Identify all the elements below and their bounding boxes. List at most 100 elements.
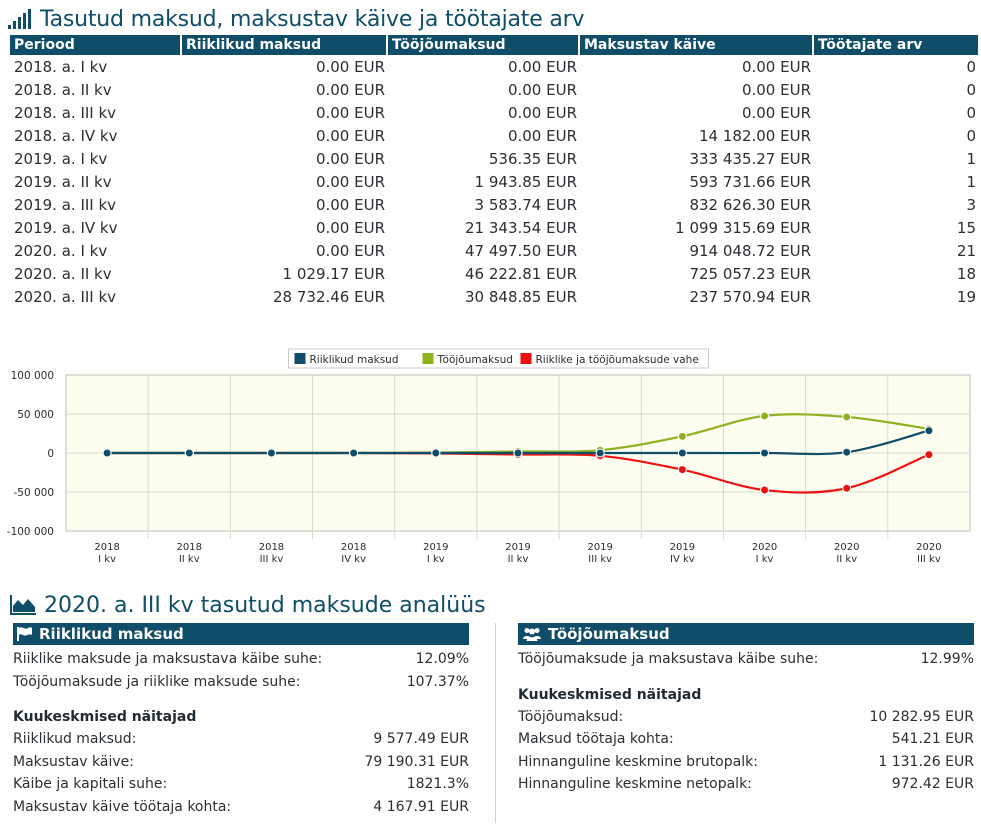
panel-labour-taxes: Tööjõumaksud Tööjõumaksude ja maksustava… xyxy=(518,623,974,796)
cell-period: 2018. a. IV kv xyxy=(14,126,118,145)
table-row: 2018. a. I kv 0.00 EUR 0.00 EUR 0.00 EUR 0 xyxy=(10,55,978,78)
cell-turnover: 14 182.00 EUR xyxy=(699,126,811,145)
header-period: Periood xyxy=(10,35,182,55)
metric-value: 541.21 EUR xyxy=(891,731,974,748)
section-title-text: 2020. a. III kv tasutud maksude analüüs xyxy=(44,592,486,618)
series-point xyxy=(760,448,770,458)
metric-value: 12.99% xyxy=(920,651,974,668)
cell-labour-taxes: 3 583.74 EUR xyxy=(474,195,577,214)
flag-icon xyxy=(17,627,32,641)
metric-row: Maksud töötaja kohta: 541.21 EUR xyxy=(518,728,974,751)
metric-value: 1 131.26 EUR xyxy=(878,753,974,770)
series-point xyxy=(102,448,112,458)
metric-row: Riiklikud maksud: 9 577.49 EUR xyxy=(13,728,469,751)
cell-period: 2020. a. I kv xyxy=(14,241,108,260)
header-employees: Töötajate arv xyxy=(813,35,978,55)
series-point xyxy=(760,485,770,495)
metric-label: Maksustav käive: xyxy=(13,753,134,770)
metric-row: Hinnanguline keskmine brutopalk: 1 131.26… xyxy=(518,751,974,774)
cell-state-taxes: 1 029.17 EUR xyxy=(282,264,385,283)
x-tick-label: 2020 xyxy=(916,542,941,553)
series-point xyxy=(677,448,687,458)
x-tick-label: 2020 xyxy=(752,542,777,553)
legend-swatch xyxy=(520,353,532,364)
cell-state-taxes: 0.00 EUR xyxy=(315,218,385,237)
x-tick-label: II kv xyxy=(836,554,857,565)
area-chart-icon xyxy=(10,595,36,615)
table-row: 2020. a. III kv 28 732.46 EUR 30 848.85 EU… xyxy=(10,285,978,308)
cell-turnover: 725 057.23 EUR xyxy=(689,264,811,283)
series-point xyxy=(842,412,852,422)
cell-turnover: 0.00 EUR xyxy=(741,57,811,76)
panel-title: Tööjõumaksud xyxy=(548,625,670,643)
y-tick-label: 0 xyxy=(47,448,54,460)
cell-employees: 18 xyxy=(956,264,976,283)
series-point xyxy=(924,426,934,436)
table-row: 2020. a. I kv 0.00 EUR 47 497.50 EUR 914 04… xyxy=(10,239,978,262)
cell-employees: 0 xyxy=(966,80,976,99)
cell-turnover: 0.00 EUR xyxy=(741,103,811,122)
cell-turnover: 0.00 EUR xyxy=(741,80,811,99)
cell-state-taxes: 0.00 EUR xyxy=(315,172,385,191)
metric-row: Maksustav käive: 79 190.31 EUR xyxy=(13,751,469,774)
table-row: 2019. a. I kv 0.00 EUR 536.35 EUR 333 435.2… xyxy=(10,147,978,170)
cell-labour-taxes: 0.00 EUR xyxy=(507,103,577,122)
cell-state-taxes: 0.00 EUR xyxy=(315,103,385,122)
line-chart: 100 000 50 000 0 -50 000 -100 000 2018 I kv 201… xyxy=(0,345,981,575)
series-point xyxy=(677,465,687,475)
metric-label: Maksud töötaja kohta: xyxy=(518,731,674,748)
table-row: 2018. a. II kv 0.00 EUR 0.00 EUR 0.00 EUR 0 xyxy=(10,78,978,101)
series-point xyxy=(595,448,605,458)
metric-value: 1821.3% xyxy=(406,776,469,793)
metric-label: Maksustav käive töötaja kohta: xyxy=(13,798,232,815)
cell-labour-taxes: 0.00 EUR xyxy=(507,80,577,99)
metric-value: 107.37% xyxy=(406,673,469,690)
cell-state-taxes: 28 732.46 EUR xyxy=(273,287,385,306)
panel-header: Tööjõumaksud xyxy=(518,623,974,645)
x-tick-label: IV kv xyxy=(670,554,695,565)
panel-title: Riiklikud maksud xyxy=(39,625,184,643)
cell-turnover: 333 435.27 EUR xyxy=(689,149,811,168)
users-icon xyxy=(523,628,541,641)
cell-labour-taxes: 21 343.54 EUR xyxy=(465,218,577,237)
series-point xyxy=(924,450,934,460)
cell-employees: 3 xyxy=(966,195,976,214)
cell-turnover: 593 731.66 EUR xyxy=(689,172,811,191)
subtitle: Kuukeskmised näitajad xyxy=(518,686,702,703)
cell-period: 2020. a. II kv xyxy=(14,264,112,283)
legend-label: Tööjõumaksud xyxy=(437,354,513,366)
table-row: 2018. a. III kv 0.00 EUR 0.00 EUR 0.00 EUR 0 xyxy=(10,101,978,124)
series-point xyxy=(184,448,194,458)
cell-period: 2018. a. III kv xyxy=(14,103,117,122)
metric-value: 10 282.95 EUR xyxy=(869,708,974,725)
series-point xyxy=(513,448,523,458)
cell-employees: 0 xyxy=(966,57,976,76)
y-tick-label: -100 000 xyxy=(7,526,54,538)
cell-employees: 19 xyxy=(956,287,976,306)
legend-swatch xyxy=(422,353,434,364)
x-tick-label: 2019 xyxy=(505,542,530,553)
cell-period: 2019. a. II kv xyxy=(14,172,112,191)
x-tick-label: I kv xyxy=(756,554,774,565)
header-labour-taxes: Tööjõumaksud xyxy=(387,35,580,55)
metric-value: 4 167.91 EUR xyxy=(373,798,469,815)
cell-employees: 21 xyxy=(956,241,976,260)
metric-row: Riiklike maksude ja maksustava käibe suh… xyxy=(13,648,469,671)
x-tick-label: III kv xyxy=(260,554,284,565)
x-tick-label: 2020 xyxy=(834,542,859,553)
legend-label: Riiklike ja tööjõumaksude vahe xyxy=(536,354,699,366)
x-tick-label: 2019 xyxy=(670,542,695,553)
section-title-text: Tasutud maksud, maksustav käive ja tööta… xyxy=(40,6,585,32)
x-tick-label: 2018 xyxy=(94,542,119,553)
cell-turnover: 1 099 315.69 EUR xyxy=(675,218,811,237)
legend-swatch xyxy=(294,353,306,364)
table-row: 2019. a. IV kv 0.00 EUR 21 343.54 EUR 1 099… xyxy=(10,216,978,239)
x-tick-label: I kv xyxy=(98,554,116,565)
cell-labour-taxes: 0.00 EUR xyxy=(507,57,577,76)
series-point xyxy=(431,448,441,458)
table-header-row: Periood Riiklikud maksud Tööjõumaksud Ma… xyxy=(10,35,978,55)
table-row: 2019. a. II kv 0.00 EUR 1 943.85 EUR 593 73… xyxy=(10,170,978,193)
metric-label: Tööjõumaksud: xyxy=(518,708,624,725)
section-title-analysis: 2020. a. III kv tasutud maksude analüüs xyxy=(10,590,486,620)
